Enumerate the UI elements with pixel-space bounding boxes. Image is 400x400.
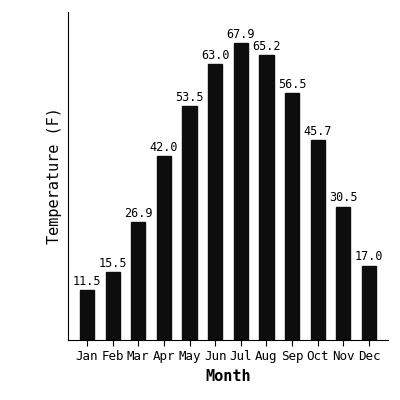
Bar xyxy=(80,290,94,340)
Text: 11.5: 11.5 xyxy=(73,274,101,288)
Bar xyxy=(311,140,325,340)
Text: 67.9: 67.9 xyxy=(226,28,255,41)
Text: 63.0: 63.0 xyxy=(201,49,230,62)
Text: 45.7: 45.7 xyxy=(304,125,332,138)
Bar xyxy=(182,106,196,340)
Bar xyxy=(260,55,274,340)
X-axis label: Month: Month xyxy=(205,369,251,384)
Bar xyxy=(106,272,120,340)
Text: 65.2: 65.2 xyxy=(252,40,281,53)
Text: 26.9: 26.9 xyxy=(124,207,152,220)
Text: 56.5: 56.5 xyxy=(278,78,306,91)
Bar xyxy=(234,43,248,340)
Bar xyxy=(285,93,299,340)
Y-axis label: Temperature (F): Temperature (F) xyxy=(48,108,62,244)
Bar xyxy=(208,64,222,340)
Bar xyxy=(131,222,145,340)
Text: 53.5: 53.5 xyxy=(175,91,204,104)
Bar xyxy=(336,207,350,340)
Text: 17.0: 17.0 xyxy=(355,250,383,264)
Text: 30.5: 30.5 xyxy=(329,192,358,204)
Text: 42.0: 42.0 xyxy=(150,141,178,154)
Text: 15.5: 15.5 xyxy=(98,257,127,270)
Bar xyxy=(157,156,171,340)
Bar xyxy=(362,266,376,340)
